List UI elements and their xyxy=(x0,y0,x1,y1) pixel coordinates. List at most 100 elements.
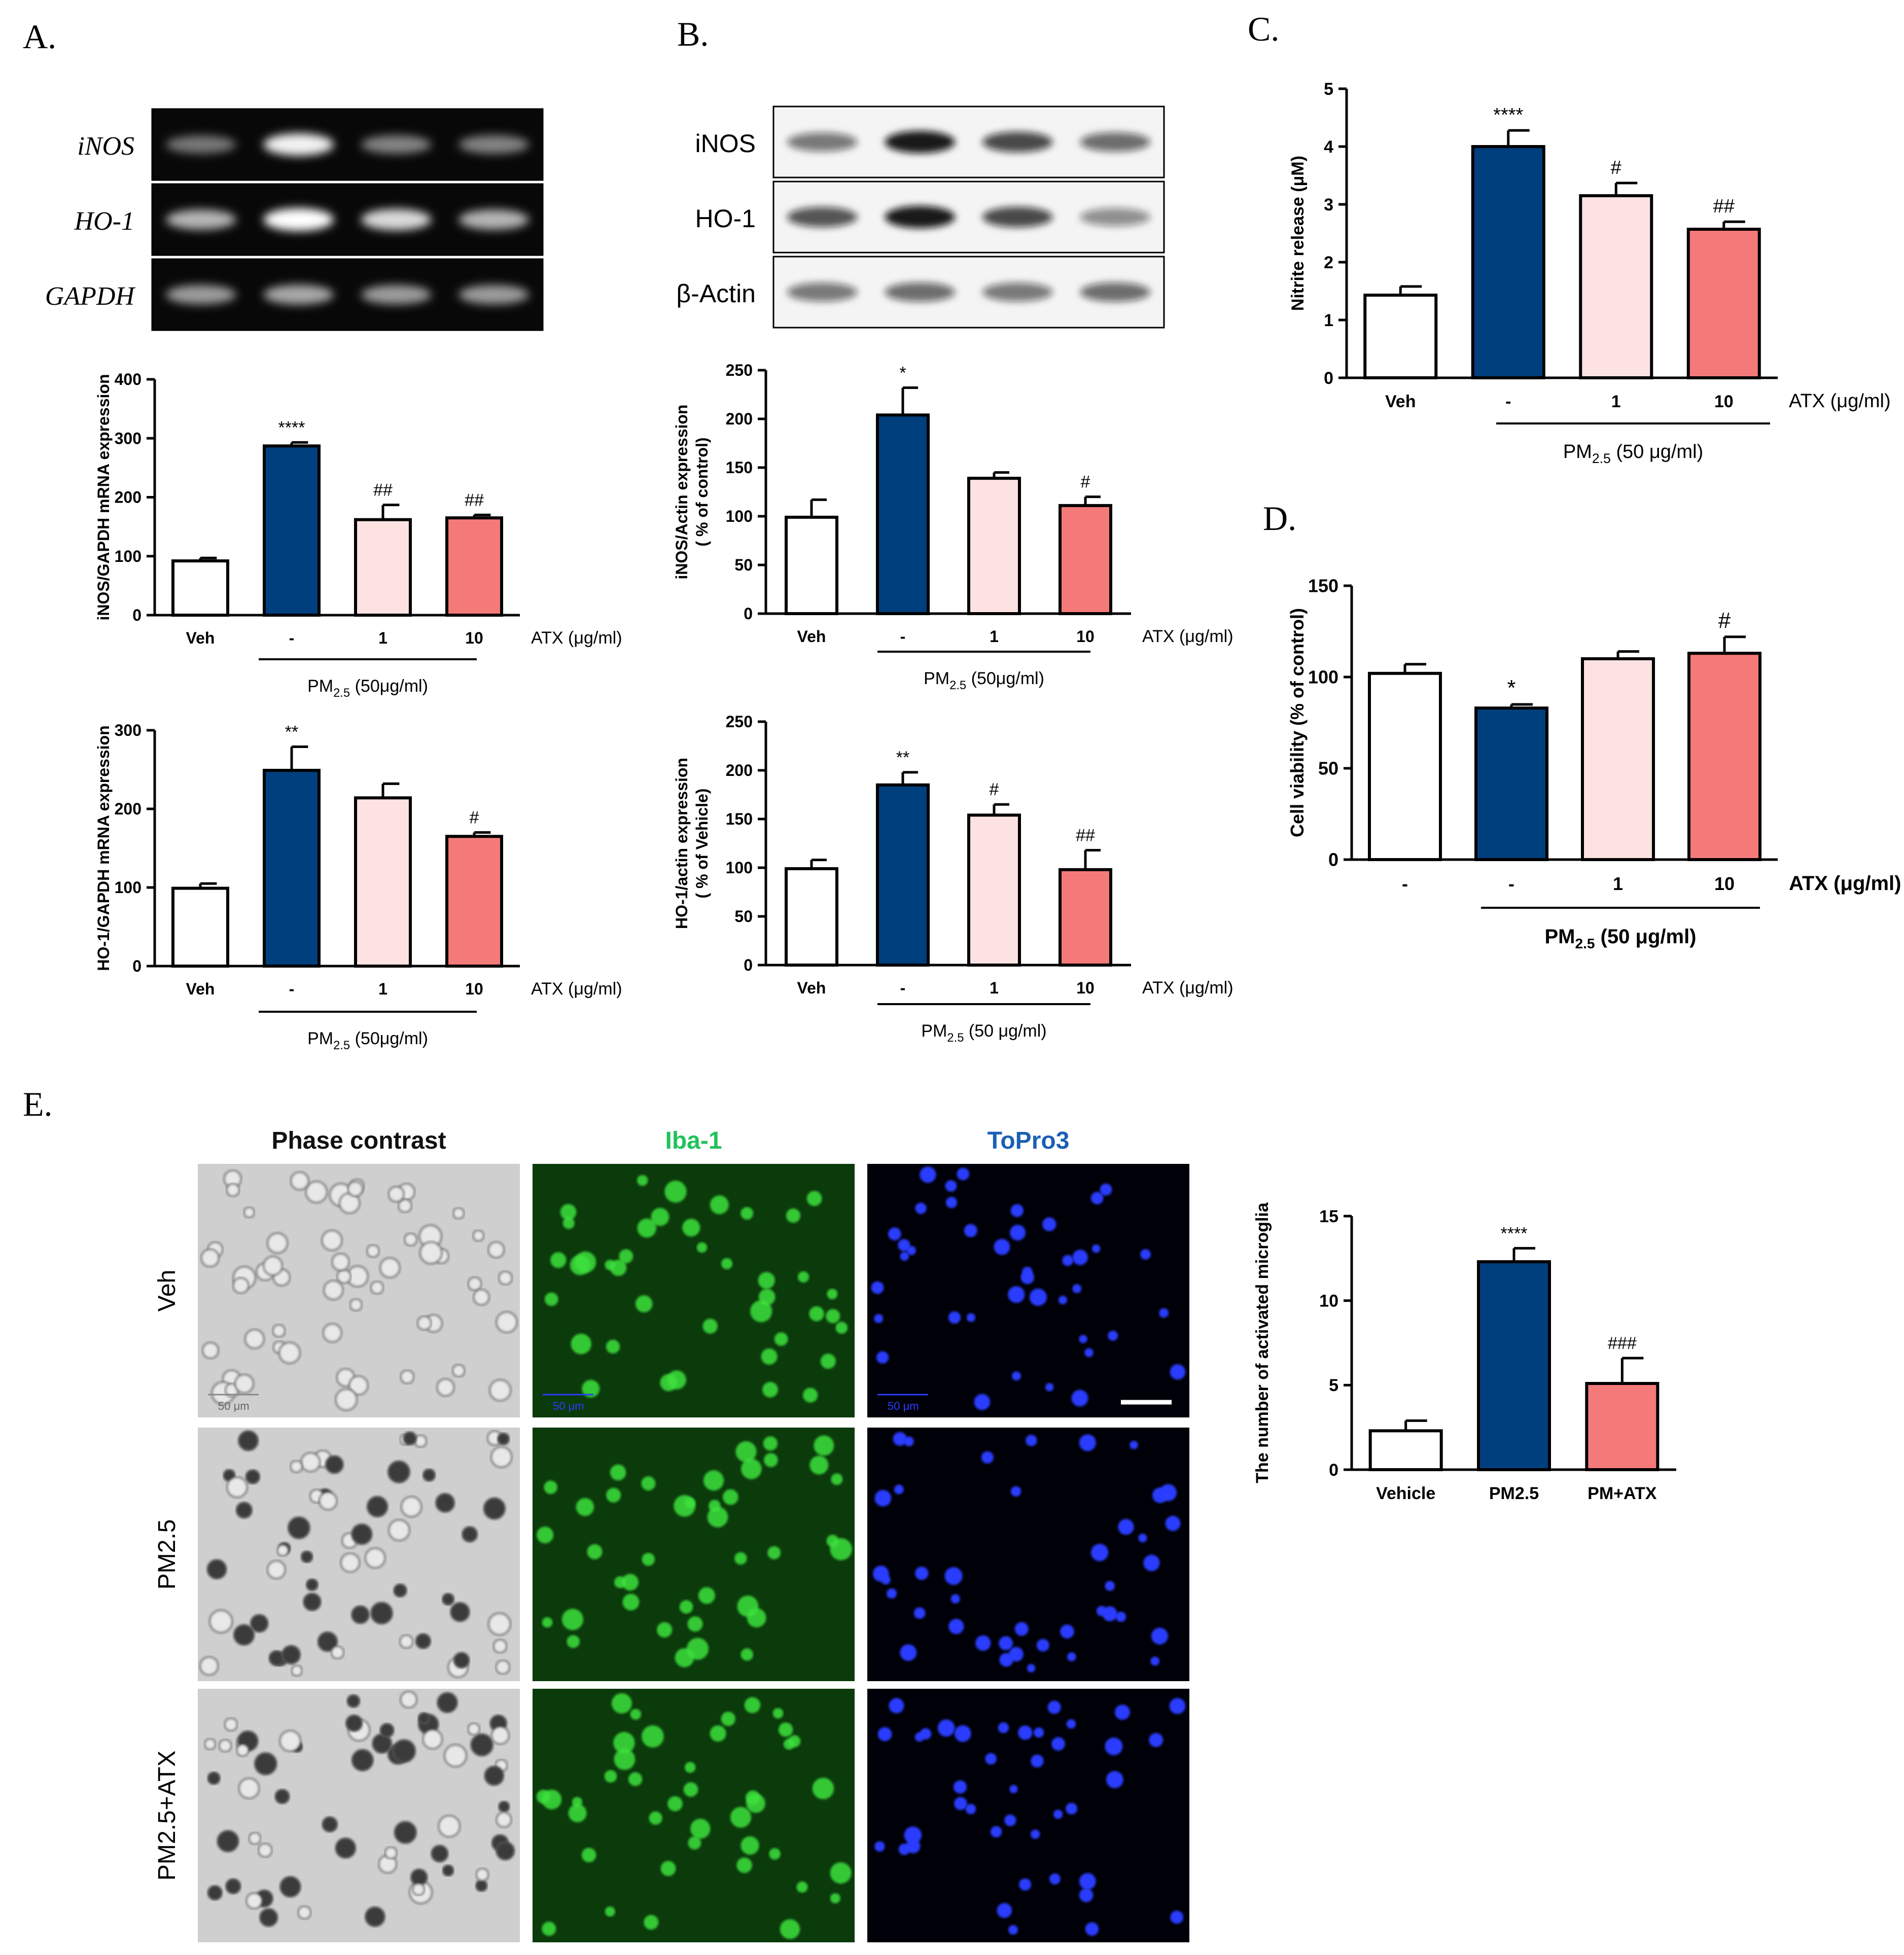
bar xyxy=(354,796,412,968)
cell xyxy=(544,1292,558,1306)
cell xyxy=(224,1717,238,1732)
cell xyxy=(366,1496,389,1518)
nucleus xyxy=(957,1167,970,1181)
bar xyxy=(785,515,838,615)
panel-label-d: D. xyxy=(1263,499,1296,538)
cell xyxy=(404,1232,418,1247)
y-tick-label: 250 xyxy=(726,713,753,731)
y-tick-label: 300 xyxy=(115,721,142,739)
treatment-label: ATX (μg/ml) xyxy=(1142,978,1233,998)
nucleus xyxy=(1100,1183,1112,1196)
gel-row-label: HO-1 xyxy=(74,207,134,236)
cell xyxy=(750,1300,772,1323)
cell xyxy=(550,1252,567,1268)
gel-band xyxy=(165,209,236,230)
cell xyxy=(614,1749,636,1770)
y-tick-label: 4 xyxy=(1324,137,1333,157)
cell xyxy=(809,1306,824,1322)
bar xyxy=(445,835,503,968)
cell xyxy=(764,1453,778,1467)
cell xyxy=(276,1544,289,1557)
gel-band xyxy=(263,208,334,231)
nucleus xyxy=(1019,1878,1032,1891)
cell xyxy=(686,1638,709,1660)
cell xyxy=(814,1435,834,1456)
micrograph-column-header: Iba-1 xyxy=(665,1127,722,1154)
y-tick-label: 0 xyxy=(132,606,142,624)
x-tick-label: 10 xyxy=(1076,627,1095,646)
nucleus xyxy=(1170,1910,1184,1924)
cell xyxy=(560,1204,577,1220)
cell xyxy=(335,1388,358,1411)
nucleus xyxy=(945,1197,958,1208)
cell xyxy=(441,1592,455,1606)
cell xyxy=(788,1735,801,1748)
cell xyxy=(690,1819,711,1839)
nucleus xyxy=(1027,1664,1036,1673)
cell xyxy=(323,1279,344,1300)
y-tick-label: 50 xyxy=(734,907,753,926)
cell xyxy=(684,1762,696,1773)
nucleus xyxy=(1079,1434,1096,1451)
micrograph-row-label: Veh xyxy=(154,1270,181,1312)
cell xyxy=(803,1388,818,1403)
cell xyxy=(710,1725,726,1742)
group-label: PM2.5 (50 μg/ml) xyxy=(1545,926,1697,951)
cell xyxy=(245,1892,263,1909)
x-tick-label: - xyxy=(900,979,906,997)
y-axis-label: The number of activated microglia xyxy=(1253,1202,1272,1483)
bar xyxy=(1474,706,1548,861)
cell xyxy=(345,1714,363,1732)
cell xyxy=(453,1652,470,1669)
y-tick-label: 10 xyxy=(1319,1292,1338,1311)
x-tick-label: 10 xyxy=(1714,392,1734,411)
cell xyxy=(452,1364,466,1378)
cell xyxy=(769,1848,781,1860)
cell xyxy=(487,1241,505,1259)
cell xyxy=(722,1489,738,1505)
bar xyxy=(354,518,412,617)
bar xyxy=(1368,671,1442,862)
y-tick-label: 50 xyxy=(1318,758,1338,779)
cell xyxy=(207,1885,223,1901)
cell xyxy=(317,1631,338,1652)
cell xyxy=(303,1592,322,1611)
y-tick-label: 0 xyxy=(132,957,142,975)
cell xyxy=(323,1323,342,1343)
cell xyxy=(767,1546,781,1559)
cell xyxy=(761,1348,778,1365)
nucleus xyxy=(997,1903,1012,1918)
cell xyxy=(218,1739,232,1753)
y-tick-label: 250 xyxy=(726,361,753,379)
gel-band xyxy=(787,132,858,152)
micrograph-row-label: PM2.5+ATX xyxy=(154,1751,181,1881)
nucleus xyxy=(874,1314,884,1323)
nucleus xyxy=(1072,1250,1088,1265)
cell xyxy=(496,1811,512,1828)
bar xyxy=(263,444,321,617)
bar xyxy=(1687,652,1761,861)
y-tick-label: 1 xyxy=(1324,311,1333,330)
micrograph xyxy=(198,1428,520,1681)
cell xyxy=(651,1207,669,1226)
nucleus xyxy=(1170,1364,1186,1380)
cell xyxy=(387,1460,410,1483)
nucleus xyxy=(1115,1704,1130,1720)
cell xyxy=(635,1295,653,1312)
cell xyxy=(297,1905,312,1920)
cell xyxy=(827,1289,838,1300)
cell xyxy=(305,1181,328,1203)
y-tick-label: 0 xyxy=(1328,849,1338,870)
cell xyxy=(263,1256,283,1276)
cell xyxy=(571,1333,591,1355)
cell xyxy=(470,1733,493,1757)
cell xyxy=(772,1708,784,1719)
nucleus xyxy=(948,1311,961,1324)
x-tick-label: PM+ATX xyxy=(1588,1484,1657,1503)
cell xyxy=(226,1183,240,1197)
scale-bar-label: 50 μm xyxy=(553,1400,584,1412)
group-label: PM2.5 (50 μg/ml) xyxy=(921,1021,1046,1045)
cell xyxy=(682,1219,700,1237)
cell xyxy=(657,1622,673,1638)
